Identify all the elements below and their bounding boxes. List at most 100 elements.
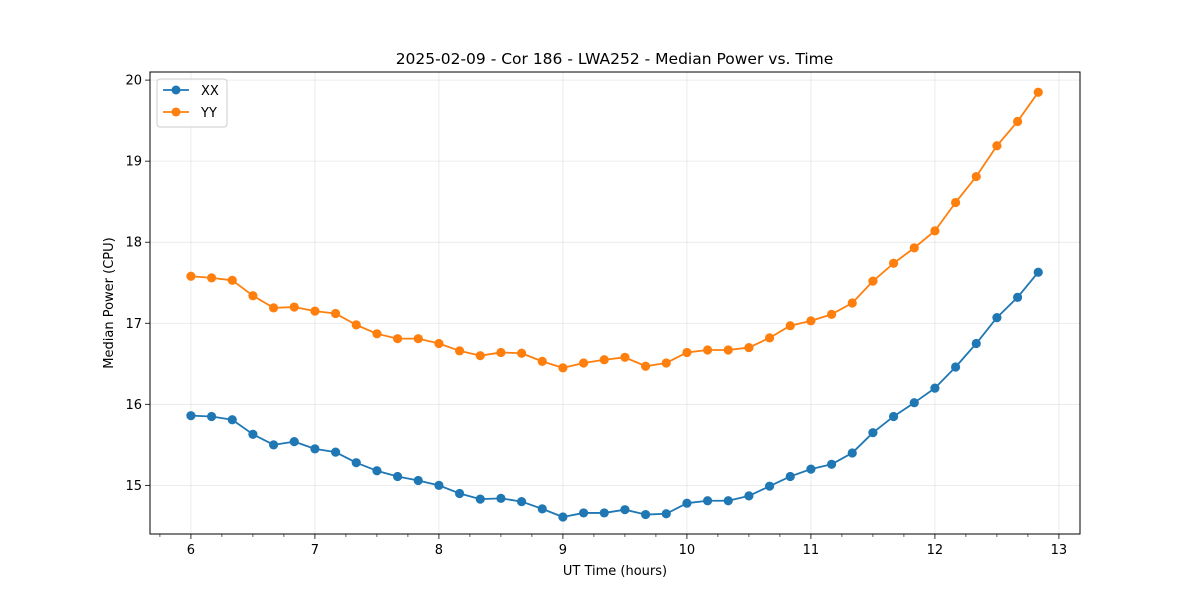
data-point-xx <box>620 505 630 515</box>
data-point-xx <box>826 459 837 469</box>
data-point-yy <box>702 345 713 355</box>
data-point-yy <box>826 309 837 319</box>
data-point-yy <box>930 226 940 236</box>
x-tick-label: 6 <box>187 543 195 558</box>
data-point-yy <box>1012 116 1023 127</box>
x-tick-label: 13 <box>1051 543 1068 558</box>
data-point-xx <box>785 471 795 482</box>
data-point-xx <box>971 338 981 349</box>
data-point-yy <box>330 308 341 319</box>
data-point-yy <box>537 356 547 366</box>
data-point-yy <box>785 321 795 331</box>
x-axis-label: UT Time (hours) <box>563 564 667 579</box>
y-tick-label: 20 <box>125 74 142 89</box>
data-point-yy <box>227 275 237 285</box>
data-point-yy <box>558 363 568 373</box>
data-point-yy <box>620 352 630 362</box>
series-layer <box>186 87 1043 522</box>
y-axis-label: Median Power (CPU) <box>102 237 117 368</box>
data-point-yy <box>310 306 320 316</box>
data-point-xx <box>434 480 444 490</box>
x-tick-label: 8 <box>435 543 443 558</box>
data-point-yy <box>682 347 692 358</box>
chart-title: 2025-02-09 - Cor 186 - LWA252 - Median P… <box>396 50 834 68</box>
data-point-yy <box>372 329 382 339</box>
data-point-xx <box>372 466 382 476</box>
data-point-yy <box>806 316 816 326</box>
y-tick-label: 16 <box>125 398 142 413</box>
x-tick-label: 9 <box>559 543 567 558</box>
data-point-xx <box>227 415 237 425</box>
data-point-yy <box>248 291 258 301</box>
data-point-xx <box>392 471 403 482</box>
ticks: 6 7 8 9 10 11 12 13 15 16 17 18 19 20 <box>125 74 1067 558</box>
data-point-yy <box>723 345 733 355</box>
data-point-xx <box>351 458 361 468</box>
data-point-xx <box>516 496 527 507</box>
data-point-xx <box>186 411 196 421</box>
data-point-yy <box>578 358 589 368</box>
data-point-yy <box>351 320 361 330</box>
legend-label-yy: YY <box>200 106 217 121</box>
data-point-xx <box>268 440 279 450</box>
data-point-xx <box>496 493 506 503</box>
data-point-yy <box>888 258 899 268</box>
data-point-yy <box>909 243 919 253</box>
data-point-xx <box>847 448 857 458</box>
data-point-xx <box>330 447 341 457</box>
data-point-xx <box>289 437 299 447</box>
y-tick-label: 19 <box>125 155 142 170</box>
data-point-yy <box>640 361 651 371</box>
legend-label-xx: XX <box>201 84 219 99</box>
data-point-xx <box>248 429 258 439</box>
data-point-yy <box>950 197 961 208</box>
legend-marker-xx <box>171 85 181 95</box>
data-point-yy <box>268 303 279 313</box>
data-point-yy <box>413 334 423 344</box>
data-point-xx <box>992 312 1002 323</box>
data-point-yy <box>496 347 506 358</box>
data-point-xx <box>599 508 609 518</box>
y-tick-label: 15 <box>125 479 142 494</box>
y-tick-label: 18 <box>125 236 142 251</box>
data-point-xx <box>682 498 692 508</box>
data-point-xx <box>950 362 961 372</box>
data-point-xx <box>454 488 465 499</box>
data-point-xx <box>1012 292 1023 302</box>
data-point-xx <box>744 491 754 501</box>
data-point-yy <box>847 298 857 308</box>
data-point-yy <box>186 271 196 281</box>
data-point-xx <box>661 509 671 519</box>
data-point-yy <box>599 355 609 365</box>
data-point-yy <box>206 273 217 283</box>
data-point-yy <box>971 171 981 182</box>
data-point-xx <box>930 383 940 393</box>
y-tick-label: 17 <box>125 317 142 332</box>
data-point-yy <box>764 333 775 343</box>
data-point-yy <box>475 351 485 361</box>
data-point-xx <box>764 481 775 491</box>
data-point-xx <box>909 398 919 408</box>
data-point-xx <box>868 428 878 438</box>
data-point-xx <box>888 411 899 422</box>
data-point-yy <box>744 342 754 353</box>
data-point-xx <box>413 475 423 486</box>
data-point-xx <box>475 494 485 504</box>
x-tick-label: 11 <box>803 543 820 558</box>
data-point-xx <box>206 411 217 422</box>
data-point-yy <box>516 348 527 358</box>
data-point-xx <box>723 496 733 506</box>
data-point-xx <box>578 508 589 518</box>
data-point-yy <box>992 141 1002 151</box>
data-point-yy <box>392 334 403 344</box>
x-tick-label: 12 <box>927 543 944 558</box>
data-point-yy <box>661 358 671 368</box>
x-tick-label: 7 <box>311 543 319 558</box>
plot-frame <box>149 71 1081 535</box>
grid <box>150 72 1080 534</box>
data-point-xx <box>537 504 547 514</box>
data-point-yy <box>289 302 299 312</box>
data-point-xx <box>558 512 568 522</box>
data-point-yy <box>454 346 465 356</box>
